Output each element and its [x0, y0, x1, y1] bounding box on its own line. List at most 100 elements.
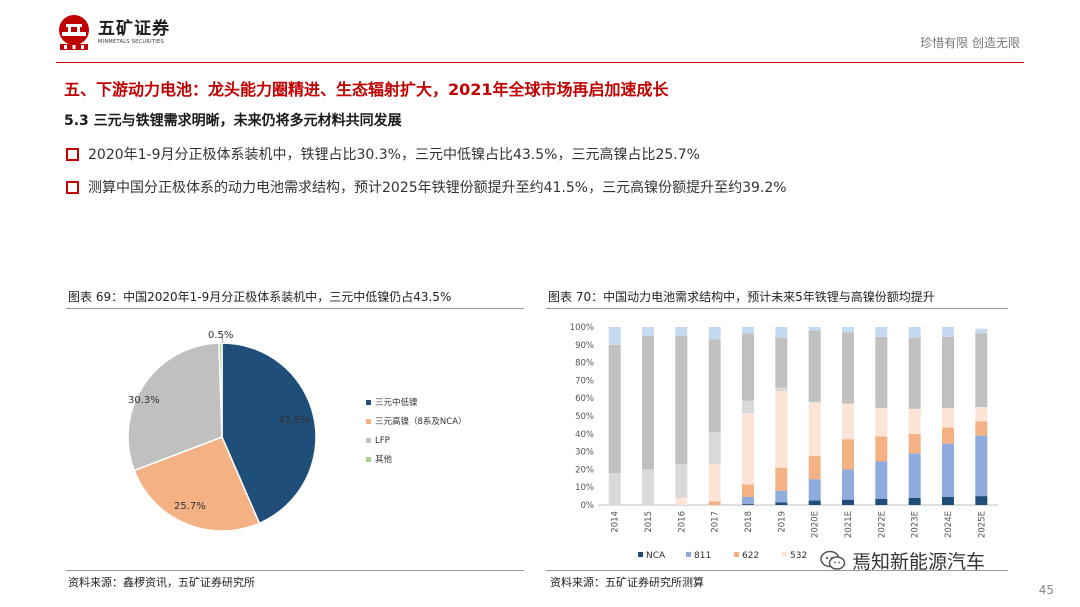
pie-data-label: 43.5% [278, 415, 310, 426]
bar-segment [908, 408, 921, 434]
bar-segment [642, 327, 654, 336]
bar-segment [708, 339, 721, 433]
y-tick-label: 0% [581, 501, 595, 511]
legend-label: 532 [790, 551, 807, 561]
bar-segment [875, 327, 888, 337]
bar-segment [908, 453, 921, 498]
bar-segment [742, 484, 754, 497]
bullet-square-icon [66, 180, 79, 194]
y-tick-label: 50% [575, 412, 594, 422]
bullet-point: 2020年1-9月分正极体系装机中，铁锂占比30.3%，三元中低镍占比43.5%… [66, 144, 700, 164]
y-tick-label: 100% [570, 323, 594, 333]
legend-swatch [782, 552, 787, 557]
company-slogan: 珍惜有限 创造无限 [920, 36, 1020, 50]
pie-slice [221, 342, 317, 525]
bar-segment [675, 335, 688, 465]
bar-segment [942, 427, 954, 444]
y-tick-label: 40% [575, 430, 594, 440]
bar-segment [608, 327, 621, 345]
figure-70-source: 资料来源：五矿证券研究所测算 [550, 576, 704, 589]
x-tick-label: 2018 [744, 511, 754, 533]
bar-segment [742, 327, 754, 334]
x-tick-label: 2019 [777, 511, 787, 533]
bar-segment [908, 433, 921, 454]
legend-label: LFP [375, 436, 390, 446]
bar-segment [942, 327, 954, 337]
bar-segment [975, 496, 988, 505]
x-tick-label: 2014 [611, 511, 621, 533]
logo-chinese-name: 五矿证券 [98, 19, 170, 39]
bar-segment [942, 336, 954, 408]
bar-segment [808, 402, 821, 457]
legend-swatch [638, 552, 643, 557]
figure-70-caption: 图表 70：中国动力电池需求结构中，预计未来5年铁锂与高镍份额均提升 [548, 290, 935, 304]
bar-segment [875, 436, 888, 462]
bar-segment [842, 332, 854, 404]
page-number: 45 [1038, 583, 1054, 597]
bar-segment [842, 403, 854, 440]
bar-segment [842, 327, 854, 333]
legend-swatch [366, 400, 371, 405]
pie-data-label: 25.7% [174, 501, 206, 512]
section-headline: 五、下游动力电池：龙头能力圈精进、生态辐射扩大，2021年全球市场再启加速成长 [64, 80, 669, 99]
y-tick-label: 90% [575, 341, 594, 351]
bullet-text: 2020年1-9月分正极体系装机中，铁锂占比30.3%，三元中低镍占比43.5%… [88, 147, 700, 163]
bar-segment [608, 472, 621, 505]
bar-segment [675, 327, 688, 336]
bar-segment [742, 400, 754, 414]
bar-segment [908, 337, 921, 409]
wechat-watermark: 焉知新能源汽车 [820, 547, 985, 574]
bar-segment [875, 407, 888, 437]
pie-slice [133, 436, 261, 532]
legend-swatch [366, 438, 371, 443]
logo-emblem-icon [59, 15, 89, 50]
bar-segment [975, 407, 988, 422]
pie-data-label: 0.5% [208, 330, 233, 341]
logo-english-name: MINMETALS SECURITIES [98, 39, 164, 45]
x-tick-label: 2025E [977, 511, 987, 538]
bar-segment [842, 469, 854, 500]
bar-segment [775, 337, 788, 388]
pie-slice [127, 342, 223, 472]
bar-segment [742, 496, 754, 505]
legend-label: NCA [646, 551, 666, 561]
bar-segment [775, 391, 788, 468]
bullet-point: 测算中国分正极体系的动力电池需求结构，预计2025年铁锂份额提升至约41.5%，… [66, 177, 787, 197]
bar-segment [675, 464, 688, 498]
stacked-bar-chart: 0% 10% 20% 30% 40% 50% 60% 70% 80% 90% 100% 2014 201… [570, 323, 998, 561]
pie-leader-line [221, 333, 224, 344]
bar-segment [708, 327, 721, 340]
bar-segment [708, 464, 721, 502]
bar-segment [775, 387, 788, 392]
caption-divider [546, 308, 1008, 309]
x-tick-label: 2022E [877, 511, 887, 538]
bar-segment [975, 333, 988, 408]
bar-segment [975, 328, 988, 334]
bar-segment [875, 498, 888, 505]
pie-slice [218, 342, 223, 438]
bar-segment [808, 401, 821, 403]
bar-segment [742, 413, 754, 485]
bar-segment [808, 327, 821, 331]
y-tick-label: 70% [575, 376, 594, 386]
header-divider [56, 62, 1024, 63]
bar-segment [908, 497, 921, 505]
bar-segment [975, 435, 988, 497]
bar-segment [708, 432, 721, 465]
bar-segment [775, 327, 788, 338]
bar-segment [808, 456, 821, 480]
y-tick-label: 10% [575, 483, 594, 493]
bar-segment [842, 499, 854, 505]
caption-divider [66, 308, 524, 309]
y-tick-label: 60% [575, 394, 594, 404]
bar-segment [942, 407, 954, 428]
bar-segment [775, 502, 788, 505]
bar-segment [908, 327, 921, 338]
bar-segment [642, 335, 654, 470]
bar-segment [875, 336, 888, 408]
bar-segment [808, 479, 821, 501]
source-divider [66, 570, 524, 571]
watermark-text: 焉知新能源汽车 [852, 551, 986, 573]
bar-segment [942, 443, 954, 497]
